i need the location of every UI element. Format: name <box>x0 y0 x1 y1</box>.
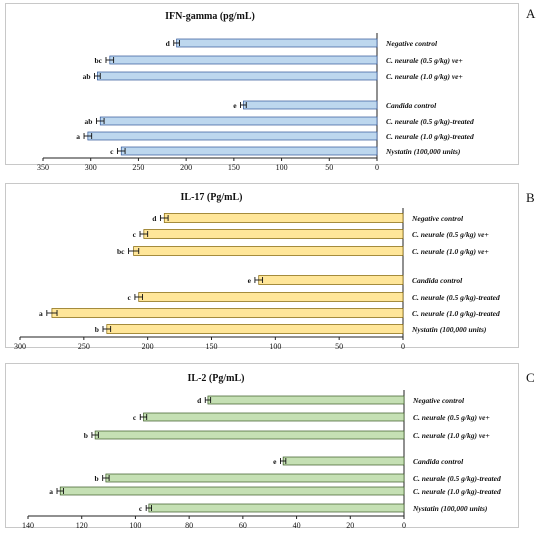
bar <box>148 503 405 513</box>
chart-title: IL-17 (Pg/mL) <box>181 192 243 203</box>
significance-letter: b <box>95 325 99 334</box>
bar <box>120 146 378 156</box>
bar <box>133 246 404 256</box>
x-tick-label: 50 <box>325 163 333 172</box>
bar <box>97 71 378 81</box>
x-tick-label: 200 <box>142 342 154 351</box>
x-tick-label: 20 <box>346 521 354 530</box>
x-tick-label: 100 <box>269 342 281 351</box>
x-tick-label: 0 <box>402 521 406 530</box>
category-label: C. neurale (0.5 g/kg)-treated <box>386 117 474 126</box>
chart-svg-b: IL-17 (Pg/mL) 300 250 200 150 100 50 0 d Negative… <box>14 192 500 351</box>
x-tick-label: 50 <box>335 342 343 351</box>
x-tick-label: 140 <box>22 521 34 530</box>
significance-letter: a <box>76 132 80 141</box>
bar <box>243 100 378 110</box>
significance-letter: c <box>139 504 143 513</box>
category-label: C. neurale (0.5 g/kg) ve+ <box>412 230 489 239</box>
x-tick-label: 250 <box>78 342 90 351</box>
significance-letter: e <box>273 457 277 466</box>
x-tick-label: 150 <box>228 163 240 172</box>
significance-letter: c <box>128 293 132 302</box>
chart-svg-a: IFN-gamma (pg/mL) 350 300 250 200 150 100 50 0 d N… <box>37 11 474 172</box>
category-label: C. neurale (0.5 g/kg) ve+ <box>386 56 463 65</box>
category-label: C. neurale (1.0 g/kg) ve+ <box>412 247 489 256</box>
significance-letter: b <box>84 431 88 440</box>
category-label: Candida control <box>412 276 463 285</box>
bar <box>282 456 405 466</box>
significance-letter: a <box>39 309 43 318</box>
significance-letter: c <box>133 230 137 239</box>
bar <box>143 412 405 422</box>
x-tick-label: 200 <box>180 163 192 172</box>
bar <box>105 473 405 483</box>
category-label: Nystatin (100,000 units) <box>411 325 487 334</box>
category-label: Candida control <box>413 457 464 466</box>
significance-letter: a <box>49 487 53 496</box>
chart-title: IL-2 (Pg/mL) <box>188 373 245 384</box>
x-tick-label: 300 <box>14 342 26 351</box>
significance-letter: d <box>166 39 171 48</box>
category-label: Negative control <box>385 39 438 48</box>
category-label: C. neurale (1.0 g/kg)-treated <box>412 309 500 318</box>
category-label: Negative control <box>412 396 465 405</box>
x-tick-label: 250 <box>132 163 144 172</box>
bar <box>109 55 378 65</box>
category-label: C. neurale (1.0 g/kg) ve+ <box>413 431 490 440</box>
bar <box>94 430 405 440</box>
chart-panel-a: IFN-gamma (pg/mL) 350 300 250 200 150 100 50 0 d N… <box>5 3 519 172</box>
bar <box>176 38 378 48</box>
chart-title: IFN-gamma (pg/mL) <box>165 11 255 22</box>
significance-letter: ab <box>83 72 91 81</box>
x-tick-label: 350 <box>37 163 49 172</box>
bar <box>207 395 405 405</box>
significance-letter: bc <box>117 247 125 256</box>
x-tick-label: 120 <box>76 521 88 530</box>
significance-letter: ab <box>85 117 93 126</box>
significance-letter: e <box>248 276 252 285</box>
bar <box>258 275 404 285</box>
category-label: C. neurale (0.5 g/kg)-treated <box>413 474 501 483</box>
chart-svg-c: IL-2 (Pg/mL) 140 120 100 80 60 40 20 0 d Negative … <box>22 373 501 530</box>
bar <box>163 213 404 223</box>
bar <box>138 292 404 302</box>
significance-letter: d <box>152 214 157 223</box>
panel-letter-c: C <box>526 370 535 385</box>
panel-letter-b: B <box>526 190 535 205</box>
x-tick-label: 300 <box>85 163 97 172</box>
significance-letter: bc <box>94 56 102 65</box>
category-label: C. neurale (0.5 g/kg) ve+ <box>413 413 490 422</box>
significance-letter: b <box>94 474 98 483</box>
significance-letter: d <box>197 396 202 405</box>
category-label: C. neurale (1.0 g/kg)-treated <box>386 132 474 141</box>
x-tick-label: 40 <box>293 521 301 530</box>
x-tick-label: 150 <box>206 342 218 351</box>
x-tick-label: 100 <box>276 163 288 172</box>
x-tick-label: 0 <box>401 342 405 351</box>
significance-letter: c <box>110 147 114 156</box>
category-label: Nystatin (100,000 units) <box>385 147 461 156</box>
bar <box>143 229 404 239</box>
category-label: Nystatin (100,000 units) <box>412 504 488 513</box>
bar <box>59 486 405 496</box>
category-label: C. neurale (0.5 g/kg)-treated <box>412 293 500 302</box>
x-tick-label: 80 <box>185 521 193 530</box>
x-tick-label: 60 <box>239 521 247 530</box>
x-tick-label: 100 <box>129 521 141 530</box>
category-label: Negative control <box>411 214 464 223</box>
chart-panel-b: IL-17 (Pg/mL) 300 250 200 150 100 50 0 d Negative… <box>5 183 519 351</box>
bar <box>87 131 378 141</box>
category-label: C. neurale (1.0 g/kg) ve+ <box>386 72 463 81</box>
chart-panel-c: IL-2 (Pg/mL) 140 120 100 80 60 40 20 0 d Negative … <box>5 363 519 530</box>
x-tick-label: 0 <box>375 163 379 172</box>
significance-letter: c <box>133 413 137 422</box>
category-label: C. neurale (1.0 g/kg)-treated <box>413 487 501 496</box>
panel-letter-a: A <box>526 6 536 21</box>
bar <box>51 308 404 318</box>
category-label: Candida control <box>386 101 437 110</box>
significance-letter: e <box>233 101 237 110</box>
bar <box>106 324 404 334</box>
bar <box>99 116 378 126</box>
